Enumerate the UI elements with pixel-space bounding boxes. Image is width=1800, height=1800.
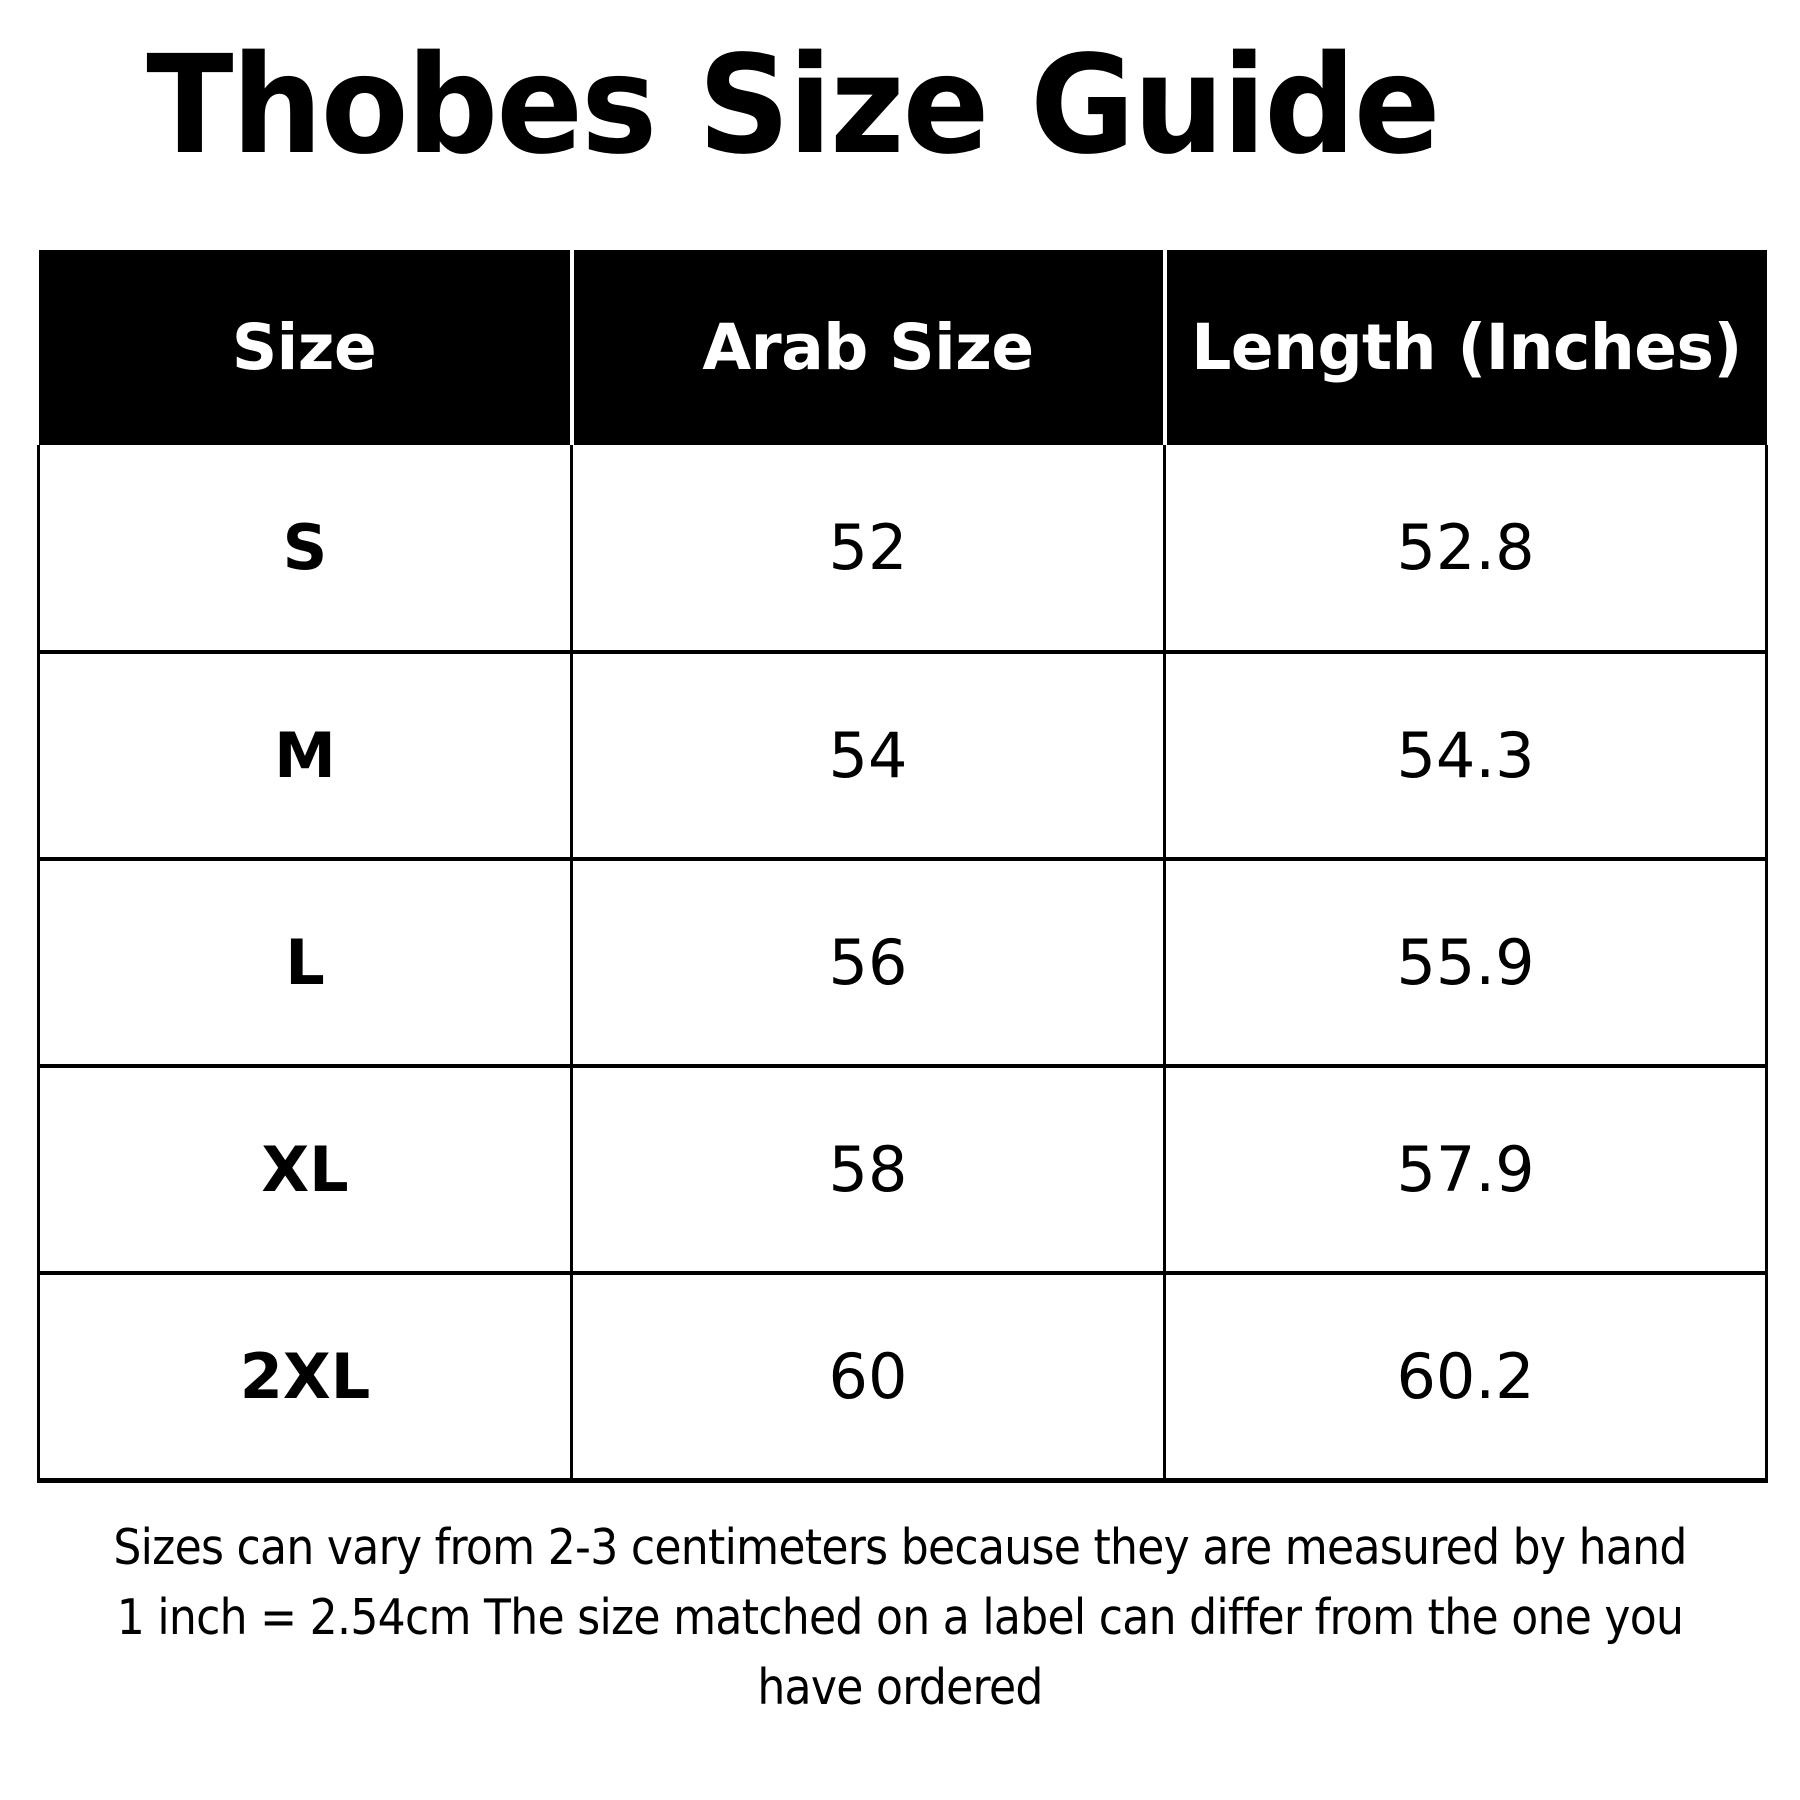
cell-arab-size: 60	[571, 1273, 1166, 1483]
table-row: L 56 55.9	[37, 859, 1768, 1068]
table-row: S 52 52.8	[37, 445, 1768, 654]
table-header-row: Size Arab Size Length (Inches)	[38, 250, 1767, 445]
cell-size: 2XL	[37, 1273, 573, 1483]
size-guide-table: Size Arab Size Length (Inches) S 52 52.8…	[37, 250, 1768, 1483]
column-header-length-inches: Length (Inches)	[1164, 250, 1767, 445]
cell-length-inches: 60.2	[1164, 1273, 1768, 1483]
table-row: XL 58 57.9	[37, 1066, 1768, 1275]
cell-arab-size: 56	[571, 859, 1166, 1068]
cell-arab-size: 58	[571, 1066, 1166, 1275]
footer-note-line: Sizes can vary from 2-3 centimeters beca…	[113, 1519, 1687, 1576]
cell-length-inches: 55.9	[1164, 859, 1768, 1068]
footer-note-line: 1 inch = 2.54cm The size matched on a la…	[116, 1589, 1684, 1646]
column-header-size: Size	[38, 250, 574, 445]
cell-size: XL	[37, 1066, 573, 1275]
footer-note-line: have ordered	[757, 1659, 1043, 1716]
table-row: 2XL 60 60.2	[37, 1273, 1768, 1483]
table-body: S 52 52.8 M 54 54.3 L 56 55.9 XL 58 57.9…	[37, 445, 1768, 1483]
cell-length-inches: 52.8	[1164, 445, 1768, 654]
cell-size: M	[37, 652, 573, 861]
cell-length-inches: 57.9	[1164, 1066, 1768, 1275]
page-title: Thobes Size Guide	[146, 27, 1440, 185]
table-row: M 54 54.3	[37, 652, 1768, 861]
footer-note: Sizes can vary from 2-3 centimeters beca…	[90, 1513, 1710, 1723]
column-header-arab-size: Arab Size	[571, 250, 1167, 445]
cell-size: L	[37, 859, 573, 1068]
table-header: Size Arab Size Length (Inches)	[38, 250, 1767, 445]
cell-size: S	[37, 445, 573, 654]
cell-length-inches: 54.3	[1164, 652, 1768, 861]
cell-arab-size: 54	[571, 652, 1166, 861]
cell-arab-size: 52	[571, 445, 1166, 654]
